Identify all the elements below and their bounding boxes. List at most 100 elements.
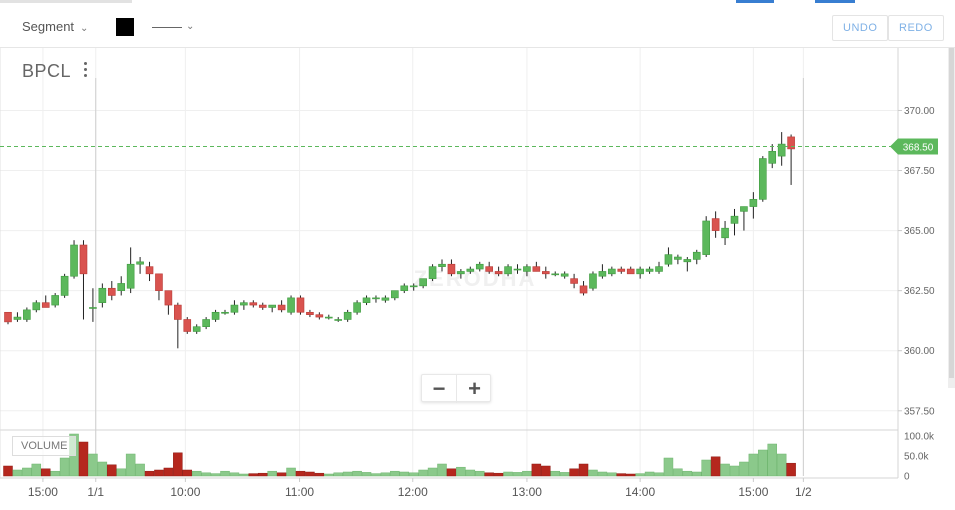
volume-bar xyxy=(135,463,145,477)
candle-body xyxy=(287,297,295,313)
x-tick-label: 11:00 xyxy=(285,485,314,499)
volume-bar xyxy=(59,457,70,477)
candle-body xyxy=(249,302,258,306)
undo-button[interactable]: UNDO xyxy=(832,15,889,41)
scrollbar-thumb[interactable] xyxy=(949,48,954,378)
volume-bar xyxy=(229,472,240,477)
candle-body xyxy=(174,304,182,320)
candle-body xyxy=(372,297,380,300)
volume-bar xyxy=(201,472,211,477)
more-options-icon[interactable] xyxy=(80,62,90,80)
volume-bar xyxy=(116,468,126,477)
top-accent-left xyxy=(736,0,774,3)
volume-bar xyxy=(107,464,117,477)
candle-body xyxy=(513,268,522,271)
candle-body xyxy=(541,271,550,275)
y-tick-label: 360.00 xyxy=(904,346,935,357)
candle-body xyxy=(768,151,777,164)
volume-bar xyxy=(729,465,740,477)
candle-body xyxy=(41,302,50,308)
candle-body xyxy=(466,268,475,272)
candle-body xyxy=(749,199,758,207)
candle-body xyxy=(475,263,484,270)
candle-body xyxy=(192,326,201,332)
volume-bar xyxy=(191,470,202,477)
volume-bar xyxy=(607,472,617,477)
x-tick-label: 15:00 xyxy=(738,485,768,499)
volume-bar xyxy=(635,473,645,477)
candle-body xyxy=(268,304,276,308)
volume-tick-label: 100.0k xyxy=(904,432,935,443)
volume-bar xyxy=(125,453,136,477)
candle-body xyxy=(13,316,22,320)
line-style-dropdown[interactable]: ⌄ xyxy=(152,14,194,40)
volume-bar xyxy=(154,469,164,477)
candle-body xyxy=(240,302,248,306)
candlestick-chart[interactable]: ZERODHA368.50357.50360.00362.50365.00367… xyxy=(0,48,955,510)
top-accent-right xyxy=(815,0,855,3)
candle-body xyxy=(447,263,456,275)
chart-area[interactable]: ZERODHA 368.50 357.50 360.00 362.50 365.00 367… xyxy=(0,48,955,510)
segment-label: Segment xyxy=(22,19,75,34)
redo-button[interactable]: REDO xyxy=(888,15,944,41)
candle-body xyxy=(4,311,12,323)
volume-tick-label: 0 xyxy=(904,472,910,483)
color-swatch[interactable] xyxy=(116,18,134,36)
candle-body xyxy=(674,256,682,260)
candle-body xyxy=(400,285,409,291)
candle-body xyxy=(494,271,503,275)
volume-bar xyxy=(654,472,664,477)
volume-bar xyxy=(710,456,721,477)
candle-body xyxy=(758,158,767,200)
candle-body xyxy=(362,297,371,303)
candle-body xyxy=(107,287,116,296)
candle-body xyxy=(155,273,163,291)
scrollbar[interactable] xyxy=(948,48,955,388)
segment-dropdown[interactable]: Segment ⌄ xyxy=(22,14,88,40)
candle-body xyxy=(598,271,607,277)
volume-bar xyxy=(588,469,598,477)
candle-body xyxy=(315,314,324,318)
candle-body xyxy=(32,302,41,311)
volume-bar xyxy=(767,443,777,477)
volume-bar xyxy=(173,452,183,477)
x-tick-label: 13:00 xyxy=(512,485,542,499)
candle-body xyxy=(617,268,626,272)
candle-body xyxy=(23,309,31,320)
volume-bar xyxy=(267,470,277,477)
candle-body xyxy=(70,244,78,277)
y-tick-label: 370.00 xyxy=(904,106,935,117)
volume-bar xyxy=(748,453,759,477)
candle-body xyxy=(523,266,531,272)
candle-body xyxy=(560,273,569,277)
volume-bar xyxy=(512,472,523,477)
candle-body xyxy=(353,302,361,313)
candle-body xyxy=(608,268,616,275)
candle-body xyxy=(202,319,210,327)
volume-bar xyxy=(541,465,551,477)
candle-body xyxy=(277,304,286,311)
candle-body xyxy=(183,319,192,332)
volume-bar xyxy=(22,467,32,477)
last-price-tag xyxy=(890,138,938,155)
volume-bar xyxy=(701,459,711,477)
volume-bar xyxy=(305,471,315,477)
volume-bar xyxy=(371,473,381,477)
candle-body xyxy=(589,273,597,289)
candle-body xyxy=(145,266,154,275)
candle-body xyxy=(655,266,663,272)
candle-body xyxy=(570,278,578,284)
last-price-label: 368.50 xyxy=(903,143,934,154)
zoom-in-button[interactable]: + xyxy=(468,376,481,401)
volume-bar xyxy=(663,457,674,477)
volume-bar xyxy=(163,467,174,477)
zoom-out-button[interactable]: − xyxy=(422,375,457,403)
candle-body xyxy=(702,220,710,255)
volume-bar xyxy=(78,441,89,477)
chevron-down-icon: ⌄ xyxy=(186,21,195,32)
volume-bar xyxy=(97,461,108,477)
volume-bar xyxy=(427,467,438,477)
candle-body xyxy=(504,266,512,275)
line-style-icon xyxy=(152,26,182,28)
volume-bar xyxy=(239,473,249,477)
